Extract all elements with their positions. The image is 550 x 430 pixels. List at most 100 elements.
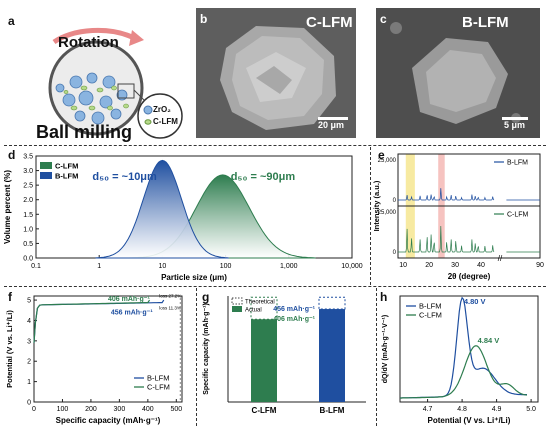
legend-label-c-lfm: C-LFM xyxy=(147,383,170,392)
y-tick-label: 25,000 xyxy=(378,210,397,216)
y-axis-label: Potential (V vs. Li⁺/Li) xyxy=(5,310,14,388)
legend-label-b-lfm: B-LFM xyxy=(507,160,528,167)
legend-zro2-label: ZrO₂ xyxy=(153,105,171,114)
y-tick-label: 3 xyxy=(27,338,31,345)
clfm-particles xyxy=(63,85,129,111)
legend-label-b-lfm: B-LFM xyxy=(55,172,78,181)
separator-de xyxy=(370,147,371,285)
y-tick-label: 1 xyxy=(27,379,31,386)
panel-a-ball-mill-illustration xyxy=(48,27,183,139)
plot-frame xyxy=(399,295,539,403)
panel-a-title: Ball milling xyxy=(36,122,133,142)
y-tick-label: 0 xyxy=(393,198,397,204)
xrd-line-c-lfm xyxy=(398,225,540,253)
x-tick-label: 20 xyxy=(425,262,433,269)
charge-curve-b-lfm xyxy=(33,299,165,343)
panel-f-letter: f xyxy=(8,290,12,304)
annotation-loss-b: loss 11.3% xyxy=(159,305,181,310)
scale-bar-b xyxy=(318,117,348,120)
x-tick-label: 1,000 xyxy=(280,263,298,270)
panel-d-letter: d xyxy=(8,148,16,162)
y-tick-label: 2.5 xyxy=(23,183,33,190)
panel-c-title: B-LFM xyxy=(462,14,509,31)
y-axis-label: Specific capacity (mAh·g⁻¹) xyxy=(203,303,210,395)
legend-swatch-theoretical xyxy=(231,297,243,305)
legend-label-theoretical: Theoretical xyxy=(245,300,275,306)
annotation-456: 456 mAh·g⁻¹ xyxy=(111,309,153,316)
x-tick-label: 90 xyxy=(536,262,544,269)
x-tick-label: 4.9 xyxy=(492,406,502,413)
separator-middle xyxy=(4,286,546,287)
x-tick-label: 5.0 xyxy=(526,406,536,413)
panel-b-letter: b xyxy=(200,12,208,26)
y-tick-label: 2 xyxy=(27,359,31,366)
scale-label-c: 5 μm xyxy=(504,120,526,130)
panel-c-letter: c xyxy=(380,12,387,26)
annotation-406: 406 mAh·g⁻¹ xyxy=(273,316,315,323)
chart-d-particle-size: 0.1 1 10 100 1,000 10,000 0.0 0.5 1.0 1.5 2.0 2.5 3.… xyxy=(3,154,363,283)
legend-swatch-actual xyxy=(232,306,242,312)
chart-g-capacity-bars: Specific capacity (mAh·g⁻¹) C-LFM B-LFM The… xyxy=(203,296,366,415)
clfm-legend-swatch xyxy=(144,119,152,125)
xrd-line-b-lfm xyxy=(398,188,540,201)
separator-gh xyxy=(376,288,377,426)
y-tick-label: 25,000 xyxy=(378,158,397,164)
x-tick-label: 300 xyxy=(114,406,126,413)
y-tick-label: 1.5 xyxy=(23,212,33,219)
y-tick-label: 0.5 xyxy=(23,241,33,248)
y-tick-label: 5 xyxy=(27,298,31,305)
bar-actual-c-lfm xyxy=(251,319,277,402)
y-axis-label: dQ/dV (mAh·g⁻¹·V⁻¹) xyxy=(382,315,389,383)
annotation-406: 406 mAh·g⁻¹ xyxy=(108,296,150,303)
y-tick-label: 3.0 xyxy=(23,168,33,175)
dqdv-curve-c-lfm xyxy=(400,345,528,399)
x-axis-label: Specific capacity (mAh·g⁻¹) xyxy=(56,416,161,425)
x-tick-label: 30 xyxy=(451,262,459,269)
bar-actual-b-lfm xyxy=(319,309,345,402)
chart-e-xrd: // B-LFM 0 25,000 C-LFM 0 25,000 10 20 30 40 90 2θ (… xyxy=(372,153,544,281)
series-area-b-lfm xyxy=(95,159,229,259)
y-axis-label: Volume percent (%) xyxy=(3,170,12,244)
x-tick-label: 1 xyxy=(97,263,101,270)
y-axis-label: Intensity (a.u.) xyxy=(372,180,381,231)
rotation-arrow xyxy=(52,27,136,45)
y-tick-label: 0 xyxy=(393,250,397,256)
x-tick-label: 0.1 xyxy=(31,263,41,270)
annotation-peak-blfm: 4.80 V xyxy=(464,297,486,306)
x-axis-label: Particle size (μm) xyxy=(161,273,227,282)
x-tick-label: 500 xyxy=(170,406,182,413)
legend-swatch-b-lfm xyxy=(40,172,52,179)
category-label-c-lfm: C-LFM xyxy=(252,406,277,415)
legend-label-c-lfm: C-LFM xyxy=(507,212,529,219)
plot-frame xyxy=(33,295,183,403)
bar-theoretical-b-lfm xyxy=(318,296,346,310)
x-axis-label: 2θ (degree) xyxy=(448,272,491,281)
scale-bar-c xyxy=(502,117,528,120)
y-tick-label: 0 xyxy=(27,400,31,407)
sem-image-blfm xyxy=(376,8,540,138)
annotation-d50-clfm: d₅₀ = ~90μm xyxy=(231,171,296,183)
annotation-d50-blfm: d₅₀ = ~10μm xyxy=(92,171,157,183)
x-tick-label: 0 xyxy=(32,406,36,413)
x-tick-label: 10,000 xyxy=(341,263,363,270)
axis-break-mark: // xyxy=(498,254,503,263)
legend-zoom-circle xyxy=(137,93,183,139)
x-tick-label: 400 xyxy=(142,406,154,413)
panel-e-letter: e xyxy=(378,148,385,162)
legend-clfm-label: C-LFM xyxy=(153,117,178,126)
panel-h-letter: h xyxy=(380,290,388,304)
x-tick-label: 4.8 xyxy=(457,406,467,413)
annotation-loss-c: loss 27.2% xyxy=(159,294,181,299)
x-tick-label: 10 xyxy=(399,262,407,269)
annotation-456: 456 mAh·g⁻¹ xyxy=(273,306,315,313)
x-tick-label: 40 xyxy=(477,262,485,269)
x-tick-label: 10 xyxy=(159,263,167,270)
x-tick-label: 4.7 xyxy=(423,406,433,413)
panel-b-title: C-LFM xyxy=(306,14,353,31)
separator-top xyxy=(4,145,546,146)
y-tick-label: 4 xyxy=(27,318,31,325)
legend-label-actual: Actual xyxy=(245,308,262,314)
legend-label-c-lfm: C-LFM xyxy=(55,162,78,171)
category-label-b-lfm: B-LFM xyxy=(320,406,345,415)
charge-curve-c-lfm xyxy=(33,299,151,343)
